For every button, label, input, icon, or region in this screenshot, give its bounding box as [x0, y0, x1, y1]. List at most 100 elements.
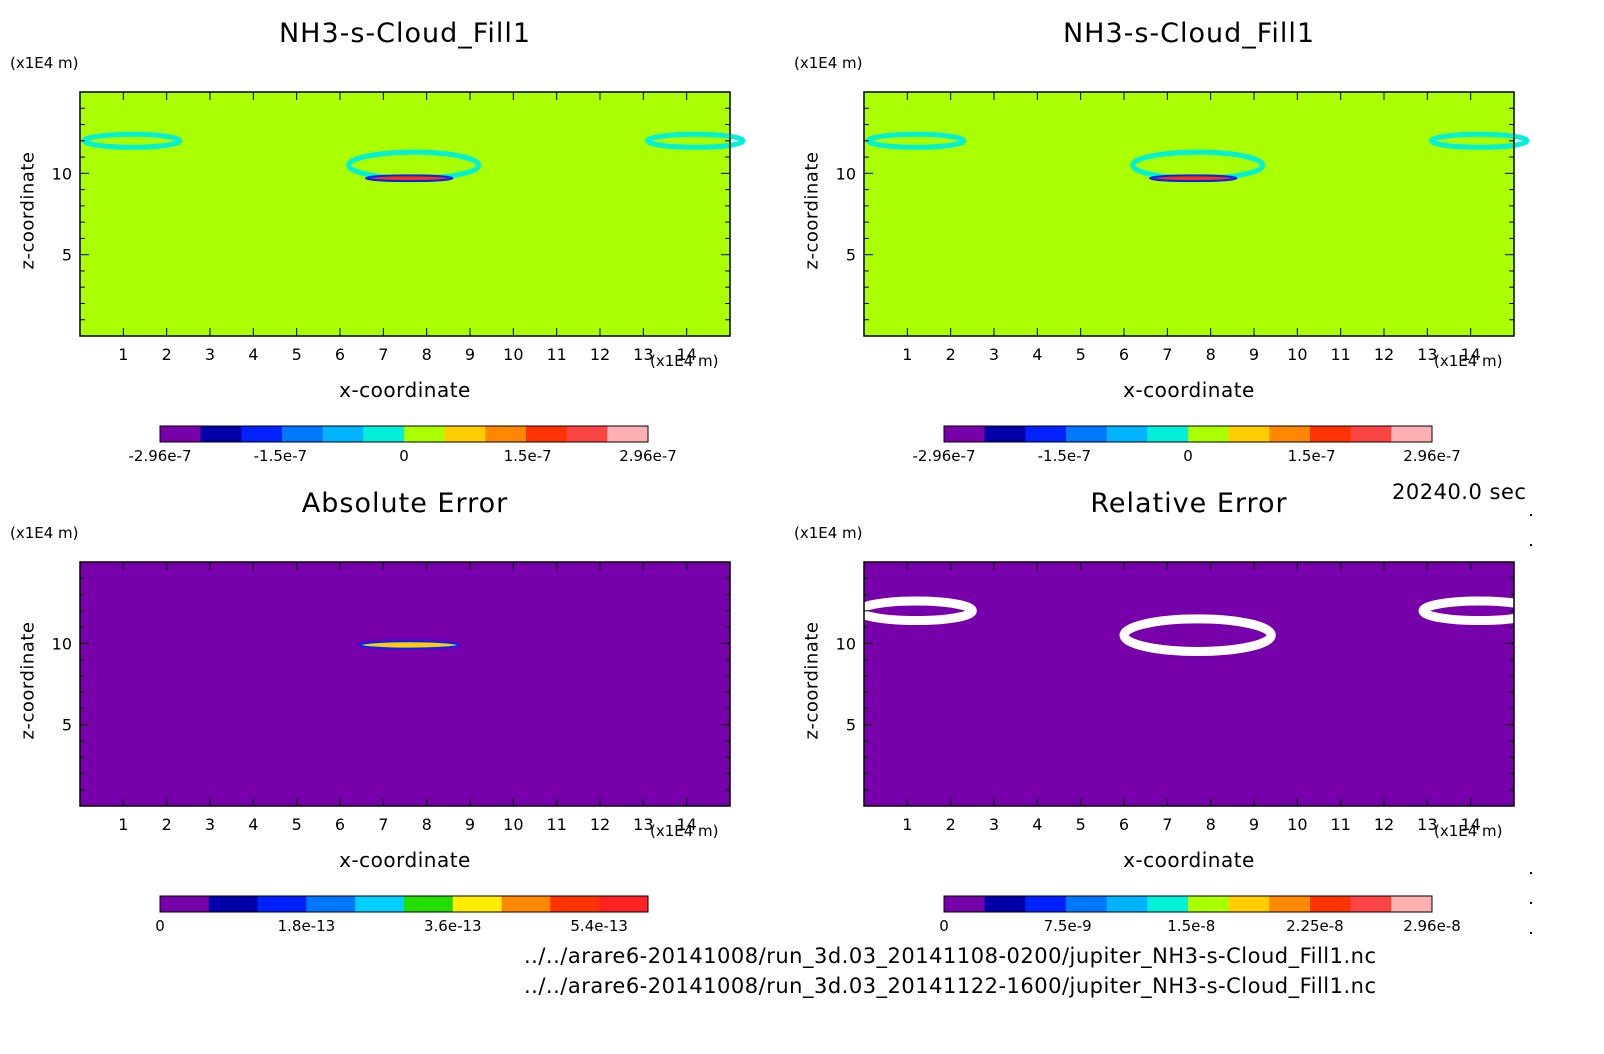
x-tick-label: 12	[1374, 815, 1394, 834]
x-tick-label: 14	[676, 815, 696, 834]
y-tick-label: 10	[836, 164, 856, 183]
x-unit-label: (x1E4 m)	[1434, 352, 1503, 370]
colorbar-tick-label: 3.6e-13	[424, 917, 482, 935]
y-tick-label: 5	[62, 716, 72, 735]
colorbar-tick-label: 2.96e-8	[1403, 917, 1461, 935]
colorbar-tick-label: 2.96e-7	[619, 447, 677, 465]
panel-top-right: NH3-s-Cloud_Fill1 (x1E4 m) z-coordinate …	[784, 0, 1564, 520]
x-tick-label: 2	[162, 815, 172, 834]
colorbar-segment	[485, 426, 527, 442]
colorbar-segment	[355, 896, 405, 912]
x-tick-label: 12	[590, 345, 610, 364]
colorbar-tick-label: 0	[155, 917, 165, 935]
colorbar-tick-label: 1.5e-8	[1167, 917, 1215, 935]
colorbar-segment	[1025, 426, 1067, 442]
colorbar-tick-label: 1.8e-13	[278, 917, 336, 935]
colorbar-tick-label: 7.5e-9	[1044, 917, 1092, 935]
x-tick-label: 11	[546, 815, 566, 834]
x-tick-label: 14	[1460, 815, 1480, 834]
y-tick-label: 5	[846, 246, 856, 265]
x-tick-label: 14	[1460, 345, 1480, 364]
contour-band	[365, 174, 454, 183]
x-tick-label: 7	[378, 815, 388, 834]
x-tick-label: 2	[946, 345, 956, 364]
x-tick-label: 13	[1417, 345, 1437, 364]
colorbar-segment	[944, 426, 986, 442]
x-axis-label: x-coordinate	[1123, 378, 1255, 402]
x-tick-label: 4	[1032, 815, 1042, 834]
colorbar-tick-label: -2.96e-7	[913, 447, 976, 465]
x-tick-label: 1	[118, 815, 128, 834]
x-tick-label: 4	[1032, 345, 1042, 364]
x-tick-label: 4	[248, 815, 258, 834]
colorbar-segment	[526, 426, 568, 442]
edge-dot	[1530, 902, 1532, 904]
edge-dot	[1530, 544, 1532, 546]
x-tick-label: 3	[989, 815, 999, 834]
x-tick-label: 9	[465, 815, 475, 834]
colorbar-segment	[404, 896, 454, 912]
colorbar-tick-label: 2.96e-7	[1403, 447, 1461, 465]
x-axis-label: x-coordinate	[339, 378, 471, 402]
panel-title: NH3-s-Cloud_Fill1	[1062, 18, 1316, 49]
colorbar-tick-label: 0	[1183, 447, 1193, 465]
colorbar-frame	[943, 895, 1433, 913]
colorbar-frame	[159, 425, 649, 443]
plot-frame	[79, 561, 731, 807]
x-unit-label: (x1E4 m)	[650, 352, 719, 370]
colorbar-segment	[208, 896, 259, 912]
contour-band	[358, 640, 461, 650]
x-axis-label: x-coordinate	[1123, 848, 1255, 872]
plot-background	[864, 562, 1514, 806]
contour-ring	[645, 131, 746, 150]
edge-dot	[1530, 932, 1532, 934]
x-tick-label: 7	[1162, 345, 1172, 364]
colorbar-segment	[501, 896, 551, 912]
plot-background	[80, 562, 730, 806]
colorbar-segment	[1106, 896, 1148, 912]
x-tick-label: 2	[946, 815, 956, 834]
y-tick-label: 10	[52, 634, 72, 653]
colorbar-tick-label: 2.25e-8	[1286, 917, 1344, 935]
x-tick-label: 6	[335, 345, 345, 364]
colorbar-tick-label: -2.96e-7	[129, 447, 192, 465]
x-unit-label: (x1E4 m)	[1434, 822, 1503, 840]
colorbar-segment	[160, 896, 210, 912]
colorbar-tick-label: 0	[939, 917, 949, 935]
panel-top-left: NH3-s-Cloud_Fill1 (x1E4 m) z-coordinate …	[0, 0, 780, 520]
panel-title: Absolute Error	[301, 488, 509, 519]
x-tick-label: 1	[902, 815, 912, 834]
colorbar-tick-label: 0	[399, 447, 409, 465]
x-tick-label: 13	[1417, 815, 1437, 834]
colorbar-segment	[1066, 426, 1108, 442]
y-unit-label: (x1E4 m)	[794, 54, 863, 72]
panel-title: NH3-s-Cloud_Fill1	[278, 18, 532, 49]
colorbar-segment	[1269, 426, 1311, 442]
y-unit-label: (x1E4 m)	[10, 54, 79, 72]
x-unit-label: (x1E4 m)	[650, 822, 719, 840]
colorbar-segment	[257, 896, 307, 912]
contour-band	[1149, 174, 1238, 183]
x-tick-label: 1	[118, 345, 128, 364]
x-tick-label: 1	[902, 345, 912, 364]
x-tick-label: 5	[1076, 815, 1086, 834]
colorbar-segment	[984, 896, 1026, 912]
colorbar-segment	[1066, 896, 1108, 912]
colorbar-segment	[566, 426, 608, 442]
colorbar-tick-label: -1.5e-7	[254, 447, 307, 465]
colorbar-segment	[1310, 896, 1352, 912]
time-readout: 20240.0 sec	[1392, 480, 1527, 504]
file-path-1: ../../arare6-20141008/run_3d.03_20141108…	[524, 944, 1377, 968]
plot-frame	[79, 91, 731, 337]
panel-title: Relative Error	[1090, 488, 1288, 519]
colorbar-segment	[1391, 426, 1433, 442]
plot-background	[864, 92, 1514, 336]
y-tick-label: 10	[52, 164, 72, 183]
x-tick-label: 4	[248, 345, 258, 364]
colorbar-segment	[241, 426, 283, 442]
x-tick-label: 10	[1287, 815, 1307, 834]
colorbar-segment	[452, 896, 503, 912]
colorbar-segment	[363, 426, 405, 442]
colorbar-segment	[444, 426, 486, 442]
x-tick-label: 8	[422, 345, 432, 364]
